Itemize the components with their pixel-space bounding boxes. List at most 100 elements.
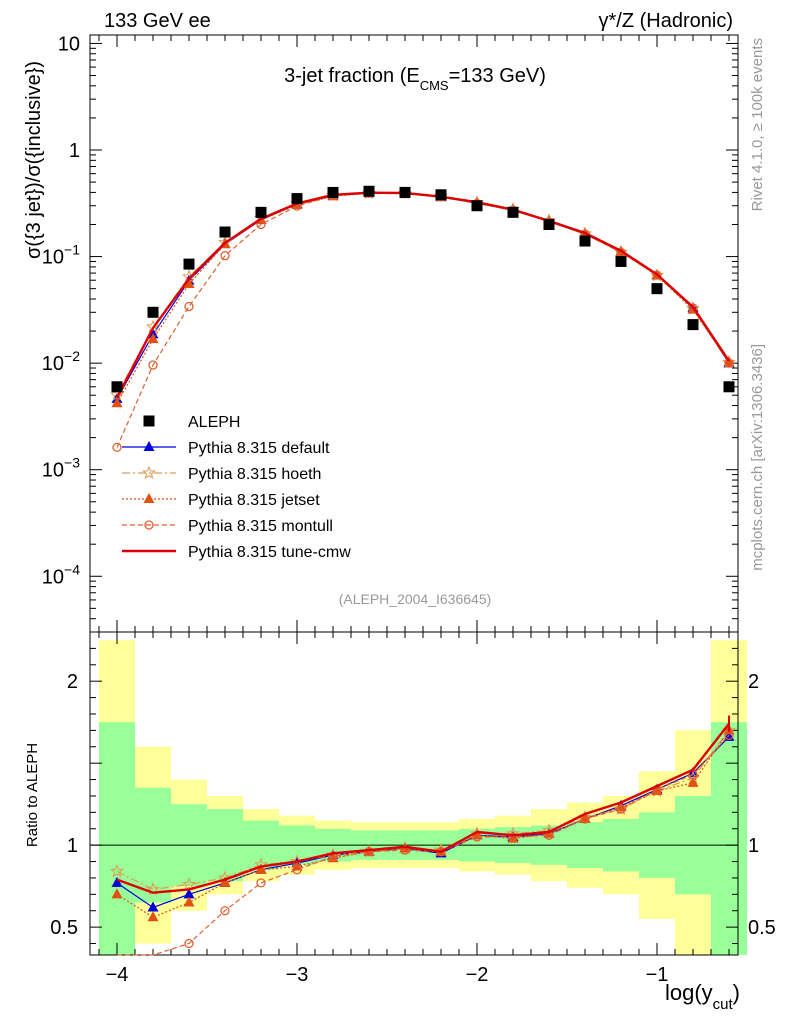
legend-label: Pythia 8.315 default — [188, 440, 330, 457]
y-axis-label: σ({3 jet})/σ({inclusive}) — [23, 61, 45, 259]
chart-title: 3-jet fraction (ECMS=133 GeV) — [284, 65, 546, 93]
y-tick-label: 10−4 — [42, 561, 80, 588]
series-point-pythia-8-315-montull — [112, 442, 122, 453]
legend-marker — [143, 441, 155, 451]
ratio-point-pythia-8-315-jetset — [147, 911, 159, 922]
y-tick-exp: −3 — [64, 455, 80, 471]
analysis-id: (ALEPH_2004_I636645) — [339, 591, 492, 607]
series-point-pythia-8-315-jetset — [183, 278, 195, 289]
y-tick-base: 10 — [42, 460, 64, 482]
series — [110, 185, 736, 956]
legend-label: Pythia 8.315 tune-cmw — [188, 544, 351, 561]
series-line-pythia-8-315-montull — [116, 192, 730, 448]
ratio-point-pythia-8-315-default — [183, 888, 195, 899]
ratio-point-pythia-8-315-jetset — [219, 876, 231, 887]
ratio-point-pythia-8-315-montull — [292, 865, 302, 875]
ratio-point-pythia-8-315-hoeth — [110, 864, 124, 878]
x-axis-label-tail: ) — [733, 980, 740, 1005]
ratio-y-tick-label: 1 — [67, 835, 78, 857]
ratio-y-tick-label: 2 — [67, 671, 78, 693]
ratio-line-pythia-8-315-montull — [117, 734, 730, 956]
data-point-aleph — [723, 381, 735, 393]
data-point-aleph — [183, 258, 195, 270]
ratio-point-pythia-8-315-montull — [616, 804, 626, 814]
ratio-y-tick-label-right: 2 — [748, 671, 759, 693]
ratio-point-pythia-8-315-default — [147, 901, 159, 912]
legend-label: Pythia 8.315 montull — [188, 518, 333, 535]
x-tick-label: −4 — [106, 964, 129, 986]
chart-title-main: 3-jet fraction (E — [284, 65, 420, 87]
y-tick-exp: −4 — [64, 561, 80, 577]
y-tick-label: 10−2 — [42, 348, 80, 375]
legend-label: Pythia 8.315 hoeth — [188, 466, 321, 483]
data-point-aleph — [219, 226, 231, 238]
ratio-point-pythia-8-315-default — [111, 876, 123, 887]
series-point-pythia-8-315-jetset — [723, 356, 735, 367]
legend-marker — [143, 493, 155, 503]
series-line-pythia-8-315-default — [116, 192, 730, 400]
x-axis-label-sub: cut — [713, 996, 734, 1013]
series-line-pythia-8-315-tune-cmw — [115, 191, 730, 399]
legend-marker — [143, 415, 155, 427]
data-point-aleph — [651, 283, 663, 295]
y-tick-base: 1 — [69, 140, 80, 162]
legend-label: Pythia 8.315 jetset — [188, 492, 320, 509]
ratio-point-pythia-8-315-montull — [364, 847, 374, 857]
y-tick-exp: −2 — [64, 348, 80, 364]
chart-title-sub: CMS — [420, 78, 449, 93]
ratio-band-inner — [99, 722, 135, 955]
y-tick-base: 10 — [42, 566, 64, 588]
mcplots-side-label: mcplots.cern.ch [arXiv:1306.3436] — [749, 344, 766, 571]
ratio-y-tick-label: 0.5 — [50, 917, 78, 939]
data-point-aleph — [435, 189, 447, 201]
main-plot-frame — [89, 34, 739, 633]
series-point-pythia-8-315-jetset — [147, 333, 159, 344]
legend: ALEPH Pythia 8.315 default Pythia 8.315 ho… — [122, 414, 351, 561]
data-point-aleph — [615, 255, 627, 267]
y-tick-exp: −1 — [64, 242, 80, 258]
x-axis-label: log(ycut) — [665, 980, 740, 1013]
ratio-point-pythia-8-315-jetset — [615, 801, 627, 812]
series-point-pythia-8-315-montull — [148, 360, 158, 370]
data-point-aleph — [147, 306, 159, 318]
x-tick-label: −3 — [286, 964, 309, 986]
data-point-aleph — [363, 185, 375, 197]
chart-title-tail: =133 GeV) — [449, 65, 546, 87]
data-point-aleph — [507, 206, 519, 218]
data-point-aleph — [327, 186, 339, 198]
data-point-aleph — [687, 319, 699, 331]
ratio-plot-frame — [89, 631, 739, 956]
y-tick-base: 10 — [58, 33, 80, 55]
data-point-aleph — [291, 193, 303, 205]
ratio-line-pythia-8-315-tune-cmw — [116, 723, 730, 894]
x-tick-label: −2 — [466, 964, 489, 986]
data-point-aleph — [255, 206, 267, 218]
legend-marker — [144, 520, 154, 530]
ratio-band-inner — [711, 722, 747, 955]
data-point-aleph — [543, 218, 555, 230]
series-point-pythia-8-315-montull — [652, 270, 662, 280]
ratio-point-pythia-8-315-montull — [508, 832, 518, 842]
ratio-point-pythia-8-315-montull — [220, 906, 230, 916]
ratio-point-pythia-8-315-jetset — [111, 888, 123, 899]
ratio-point-pythia-8-315-hoeth — [182, 877, 196, 891]
ratio-point-pythia-8-315-jetset — [255, 863, 267, 874]
legend-marker — [142, 465, 156, 480]
y-tick-label: 1 — [69, 140, 80, 162]
y-tick-label: 10 — [58, 33, 80, 55]
x-tick-label: −1 — [646, 964, 669, 986]
ratio-y-axis-label: Ratio to ALEPH — [24, 743, 41, 847]
data-point-aleph — [471, 200, 483, 212]
data-point-aleph — [399, 186, 411, 198]
data-point-aleph — [111, 381, 123, 393]
y-tick-label: 10−3 — [42, 455, 80, 482]
ratio-point-pythia-8-315-jetset — [687, 776, 699, 787]
data-point-aleph — [579, 235, 591, 247]
header-left-label: 133 GeV ee — [104, 10, 211, 32]
series-line-pythia-8-315-jetset — [116, 192, 730, 404]
y-tick-base: 10 — [42, 353, 64, 375]
ratio-bands — [99, 640, 747, 955]
